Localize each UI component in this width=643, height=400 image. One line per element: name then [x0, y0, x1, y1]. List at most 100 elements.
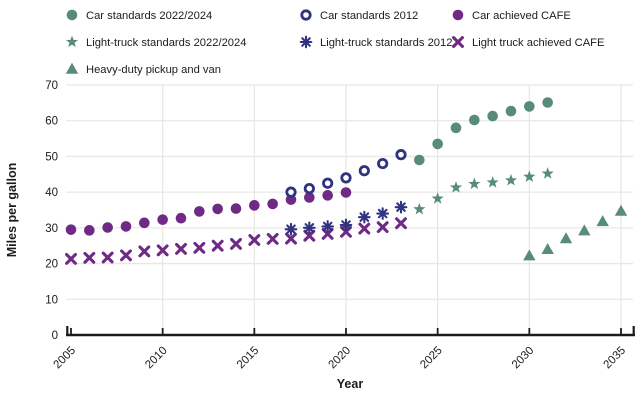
point-car-standards-2022-2024: [432, 138, 443, 150]
light-truck-standards-2012-marker-icon: [299, 35, 313, 49]
heavy-duty-pickup-and-van-marker-icon: [65, 62, 79, 74]
gridlines: [66, 84, 633, 335]
legend-item-car-achieved-cafe: Car achieved CAFE: [452, 9, 571, 22]
y-tick-label: 40: [45, 187, 58, 199]
point-light-truck-standards-2022-2024: [523, 170, 536, 182]
point-car-standards-2022-2024: [542, 97, 553, 108]
point-car-standards-2012: [303, 182, 315, 195]
legend-label: Car standards 2022/2024: [86, 10, 212, 22]
x-tick-label: 2030: [510, 345, 537, 372]
point-car-standards-2022-2024: [414, 154, 425, 166]
axes: 2005 2010 2015 2020 2025 2030 2035010203040506…: [5, 80, 635, 391]
point-car-achieved-cafe: [102, 222, 113, 233]
x-tick-label: 2015: [235, 345, 262, 372]
series-car-standards-2012: [285, 149, 407, 198]
point-car-achieved-cafe: [304, 192, 315, 203]
point-car-achieved-cafe: [84, 225, 95, 236]
point-light-truck-standards-2012: [321, 220, 335, 233]
car-standards-2022-2024-marker-icon: [66, 9, 78, 21]
legend-label: Light-truck standards 2022/2024: [86, 37, 246, 49]
point-car-achieved-cafe: [340, 187, 352, 198]
point-car-standards-2012: [340, 172, 352, 184]
legend-item-light-truck-achieved-cafe: Light truck achieved CAFE: [452, 36, 604, 49]
y-tick-label: 60: [45, 116, 58, 128]
legend-label: Light truck achieved CAFE: [472, 37, 604, 49]
y-axis-title: Miles per gallon: [5, 163, 19, 257]
y-tick-label: 10: [45, 294, 58, 306]
point-light-truck-achieved-cafe: [65, 252, 77, 265]
point-light-truck-achieved-cafe: [303, 229, 316, 242]
point-light-truck-achieved-cafe: [376, 221, 389, 234]
point-light-truck-achieved-cafe: [395, 217, 407, 230]
point-light-truck-standards-2022-2024: [504, 173, 518, 186]
point-light-truck-standards-2022-2024: [541, 167, 554, 179]
point-light-truck-achieved-cafe: [138, 245, 151, 258]
point-car-standards-2022-2024: [524, 101, 535, 112]
point-car-standards-2022-2024: [505, 105, 517, 117]
point-car-achieved-cafe: [120, 221, 132, 232]
point-light-truck-standards-2012: [302, 221, 316, 235]
point-light-truck-achieved-cafe: [120, 249, 132, 262]
point-light-truck-standards-2022-2024: [449, 181, 463, 193]
legend: Car standards 2022/2024 Car standards 201…: [65, 9, 604, 76]
point-heavy-duty-pickup-and-van: [614, 204, 628, 216]
series-light-truck-achieved-cafe: [65, 217, 407, 265]
point-car-achieved-cafe: [230, 203, 242, 214]
legend-item-light-truck-standards-2012: Light-truck standards 2012: [299, 35, 452, 49]
point-car-standards-2022-2024: [450, 122, 462, 134]
point-heavy-duty-pickup-and-van: [559, 232, 573, 244]
light-truck-achieved-cafe-marker-icon: [452, 36, 464, 48]
point-light-truck-achieved-cafe: [211, 239, 224, 252]
point-light-truck-achieved-cafe: [193, 241, 206, 254]
point-light-truck-standards-2012: [284, 222, 298, 236]
y-tick-label: 20: [45, 259, 58, 271]
x-axis-title: Year: [337, 377, 364, 391]
point-light-truck-achieved-cafe: [321, 227, 334, 240]
point-light-truck-achieved-cafe: [175, 242, 187, 255]
x-tick-label: 2025: [418, 345, 445, 372]
point-light-truck-standards-2012: [357, 210, 371, 224]
point-car-standards-2012: [322, 177, 334, 189]
legend-item-car-standards-2012: Car standards 2012: [300, 9, 418, 22]
point-heavy-duty-pickup-and-van: [578, 224, 591, 236]
point-light-truck-achieved-cafe: [358, 222, 371, 235]
point-car-standards-2012: [377, 157, 389, 170]
legend-item-car-standards-2022-2024: Car standards 2022/2024: [66, 9, 212, 22]
point-car-achieved-cafe: [139, 217, 150, 229]
point-light-truck-achieved-cafe: [101, 251, 114, 264]
point-car-achieved-cafe: [157, 214, 168, 225]
legend-label: Car achieved CAFE: [472, 10, 571, 22]
series-heavy-duty-pickup-and-van: [523, 204, 628, 261]
series-light-truck-standards-2022-2024: [413, 167, 554, 215]
car-achieved-cafe-marker-icon: [452, 9, 464, 21]
legend-item-heavy-duty-pickup-and-van: Heavy-duty pickup and van: [65, 62, 221, 76]
point-light-truck-achieved-cafe: [230, 237, 242, 250]
point-car-achieved-cafe: [322, 190, 333, 201]
series-light-truck-standards-2012: [284, 200, 408, 236]
point-car-achieved-cafe: [194, 206, 205, 217]
legend-label: Car standards 2012: [320, 10, 418, 22]
point-car-achieved-cafe: [249, 200, 260, 211]
y-tick-label: 30: [45, 223, 58, 235]
point-car-achieved-cafe: [65, 224, 77, 235]
x-tick-label: 2010: [143, 345, 170, 372]
series-car-standards-2022-2024: [414, 97, 553, 166]
point-car-achieved-cafe: [267, 198, 278, 210]
y-tick-label: 0: [52, 330, 58, 342]
point-car-standards-2012: [395, 149, 407, 161]
x-tick-label: 2035: [602, 345, 629, 372]
point-car-achieved-cafe: [212, 203, 223, 215]
point-light-truck-standards-2012: [339, 218, 353, 232]
light-truck-standards-2022-2024-marker-icon: [65, 35, 79, 48]
point-car-standards-2022-2024: [487, 110, 498, 122]
point-light-truck-achieved-cafe: [285, 232, 297, 245]
point-car-standards-2022-2024: [469, 114, 480, 126]
series-car-achieved-cafe: [65, 187, 352, 236]
x-tick-label: 2020: [327, 345, 354, 372]
point-light-truck-achieved-cafe: [248, 234, 261, 246]
point-light-truck-standards-2022-2024: [468, 177, 481, 190]
point-light-truck-achieved-cafe: [156, 244, 169, 257]
legend-item-light-truck-standards-2022-2024: Light-truck standards 2022/2024: [65, 35, 246, 49]
car-standards-2012-marker-icon: [300, 9, 312, 21]
